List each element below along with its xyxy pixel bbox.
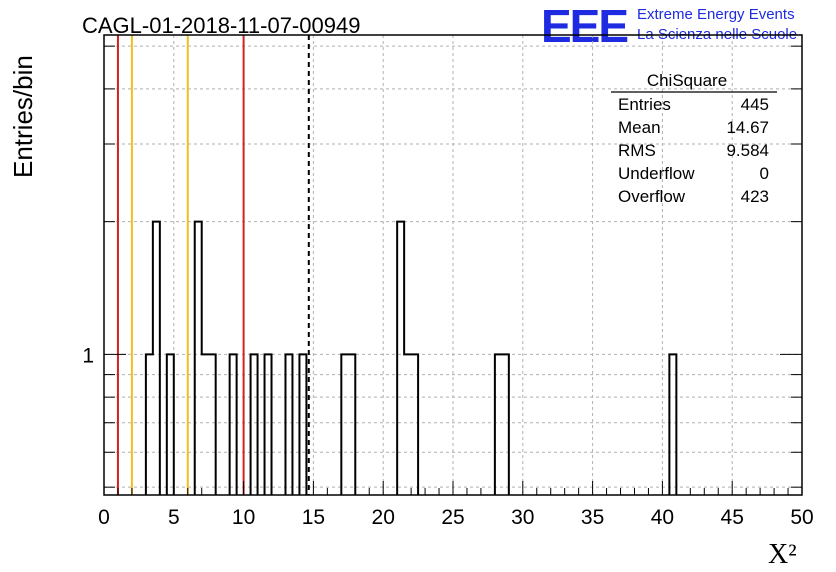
stats-value: 9.584	[726, 141, 769, 160]
x-tick-label: 40	[651, 506, 674, 529]
stats-label: Entries	[618, 95, 671, 114]
x-axis-label: X²	[768, 539, 797, 570]
histogram-bin	[146, 354, 153, 495]
x-tick-label: 5	[168, 506, 180, 529]
histogram-bin	[299, 354, 306, 495]
x-tick-label: 0	[98, 506, 110, 529]
stats-value: 14.67	[726, 118, 769, 137]
histogram-outline	[144, 220, 678, 495]
stats-value: 0	[760, 164, 769, 183]
y-axis-label: Entries/bin	[8, 55, 38, 178]
stats-label: Underflow	[618, 164, 695, 183]
stats-label: Overflow	[618, 187, 686, 206]
histogram-bin	[251, 354, 258, 495]
histogram-bin	[502, 354, 509, 495]
y-tick-label: 1	[82, 344, 94, 367]
x-tick-label: 15	[302, 506, 325, 529]
histogram-bin	[285, 354, 292, 495]
stats-title: ChiSquare	[647, 71, 727, 90]
stats-value: 423	[741, 187, 769, 206]
x-tick-label: 10	[232, 506, 255, 529]
histogram-bin	[195, 222, 202, 495]
histogram-bin	[411, 354, 418, 495]
histogram-bin	[265, 354, 272, 495]
histogram-bin	[202, 354, 209, 495]
histogram-bins	[146, 222, 676, 495]
histogram-bin	[230, 354, 237, 495]
stats-label: Mean	[618, 118, 661, 137]
histogram-bin	[397, 222, 404, 495]
stats-box: ChiSquare Entries 445 Mean 14.67 RMS 9.5…	[611, 71, 777, 206]
histogram-bin	[153, 222, 160, 495]
histogram-bin	[167, 354, 174, 495]
logo-line-1: Extreme Energy Events	[637, 6, 795, 23]
chart-title: CAGL-01-2018-11-07-00949	[82, 13, 360, 38]
eee-logo: EEE	[541, 0, 627, 52]
x-tick-label: 20	[372, 506, 395, 529]
axis-ticks	[103, 45, 803, 495]
marker-lines	[116, 35, 310, 495]
x-tick-label: 45	[721, 506, 744, 529]
stats-label: RMS	[618, 141, 656, 160]
tick-labels: 0 5 10 15 20 25 30 35 40 45 50 1	[82, 344, 813, 529]
histogram-bin	[404, 354, 411, 495]
x-tick-label: 30	[511, 506, 534, 529]
histogram-bin	[209, 354, 216, 495]
x-tick-label: 50	[790, 506, 813, 529]
x-tick-label: 35	[581, 506, 604, 529]
x-tick-label: 25	[441, 506, 464, 529]
histogram-bin	[669, 354, 676, 495]
stats-value: 445	[741, 95, 769, 114]
histogram-bin	[348, 354, 355, 495]
histogram-bin	[495, 354, 502, 495]
histogram-bin	[341, 354, 348, 495]
